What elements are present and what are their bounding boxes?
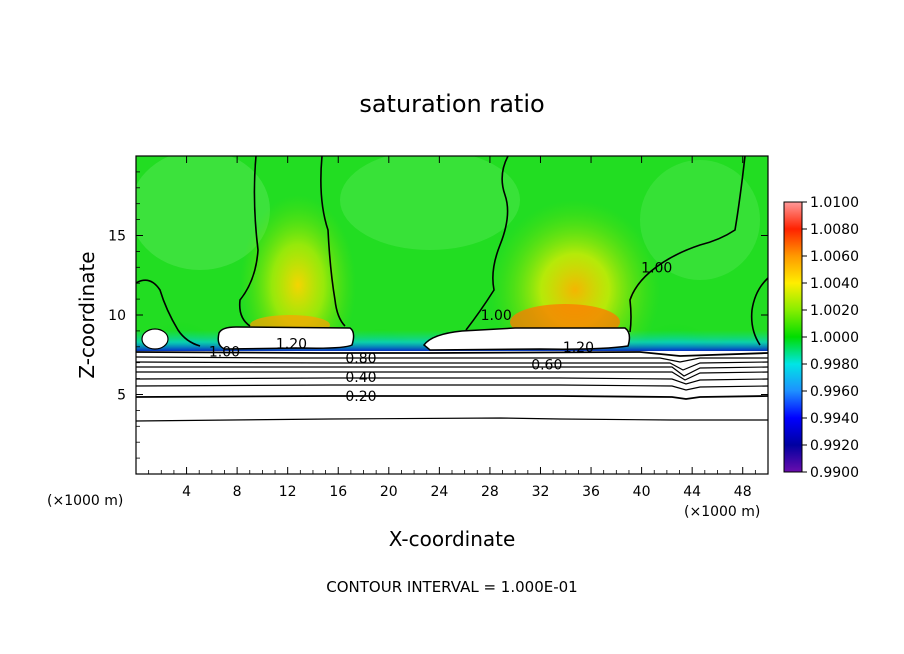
x-unit-right: (×1000 m): [684, 504, 760, 520]
contour-line: [750, 277, 768, 346]
x-tick-label: 20: [380, 484, 398, 500]
contour-line: [465, 156, 509, 331]
x-tick-label: 16: [329, 484, 347, 500]
plot-area: [136, 156, 768, 474]
field-lower-white: [136, 351, 768, 474]
x-axis-label: X-coordinate: [389, 527, 516, 551]
contour-line: [136, 356, 768, 363]
contour-label: 1.00: [481, 308, 512, 324]
x-tick-label: 12: [279, 484, 297, 500]
contour-line: [320, 156, 346, 327]
cloud-blob: [141, 328, 169, 350]
contour-label: 1.20: [563, 340, 594, 356]
cloud-blob: [422, 327, 631, 351]
x-tick-label: 28: [481, 484, 499, 500]
y-tick-label: 10: [108, 308, 126, 324]
colorbar-label: 1.0000: [810, 330, 859, 346]
x-axis-ticks: 4 8 12 16 20 24 28 32 36 40 44 48: [148, 156, 756, 500]
colorbar-label: 0.9900: [810, 465, 859, 481]
x-tick-label: 44: [683, 484, 701, 500]
contour-line: [136, 377, 768, 385]
x-tick-label: 8: [233, 484, 242, 500]
colorbar: 0.9900 0.9920 0.9940 0.9960 0.9980 1.0000 1.00…: [783, 195, 859, 481]
contour-line: [136, 371, 768, 381]
colorbar-label: 1.0080: [810, 222, 859, 238]
colorbar-label: 1.0060: [810, 249, 859, 265]
colorbar-label: 1.0040: [810, 276, 859, 292]
y-axis-ticks: 5 10 15: [108, 171, 768, 459]
y-tick-label: 5: [117, 388, 126, 404]
x-tick-label: 32: [532, 484, 550, 500]
contour-label: 0.60: [531, 357, 562, 373]
contour-line: [629, 156, 746, 333]
contour-line: [136, 351, 768, 357]
x-unit-left: (×1000 m): [47, 493, 123, 509]
contour-line: [136, 384, 768, 391]
x-tick-label: 40: [633, 484, 651, 500]
x-tick-label: 48: [734, 484, 752, 500]
y-tick-label: 15: [108, 229, 126, 245]
contour-label: 1.00: [641, 260, 672, 276]
contour-line: [136, 366, 768, 377]
field-patch: [136, 156, 270, 270]
colorbar-label: 0.9960: [810, 384, 859, 400]
contour-line: [136, 417, 768, 422]
contour-line: [136, 361, 768, 371]
contour-labels: 1.00 1.200.800.400.201.001.200.601.00: [209, 260, 672, 405]
contour-label: 0.80: [345, 351, 376, 367]
colorbar-labels: 0.9900 0.9920 0.9940 0.9960 0.9980 1.0000 1.00…: [802, 195, 859, 481]
field-patch: [640, 160, 760, 280]
contour-line: [136, 279, 201, 347]
contour-line: [238, 156, 259, 327]
x-tick-label: 36: [582, 484, 600, 500]
colorbar-label: 1.0020: [810, 303, 859, 319]
contour-line: [136, 395, 768, 400]
colorbar-label: 0.9980: [810, 357, 859, 373]
contour-label: 0.40: [345, 370, 376, 386]
contour-label: 1.00: [209, 345, 240, 361]
x-tick-label: 4: [182, 484, 191, 500]
contour-interval-note: CONTOUR INTERVAL = 1.000E-01: [326, 578, 577, 596]
colorbar-label: 0.9920: [810, 438, 859, 454]
field-patch: [340, 156, 520, 250]
contour-label: 1.20: [276, 337, 307, 353]
colorbar-gradient: [783, 201, 803, 473]
colorbar-label: 0.9940: [810, 411, 859, 427]
contour-label: 0.20: [345, 389, 376, 405]
colorbar-label: 1.0100: [810, 195, 859, 211]
x-tick-label: 24: [430, 484, 448, 500]
cloud-blob: [217, 326, 355, 350]
chart-title: saturation ratio: [359, 90, 544, 118]
y-axis-label: Z-coordinate: [75, 251, 99, 378]
